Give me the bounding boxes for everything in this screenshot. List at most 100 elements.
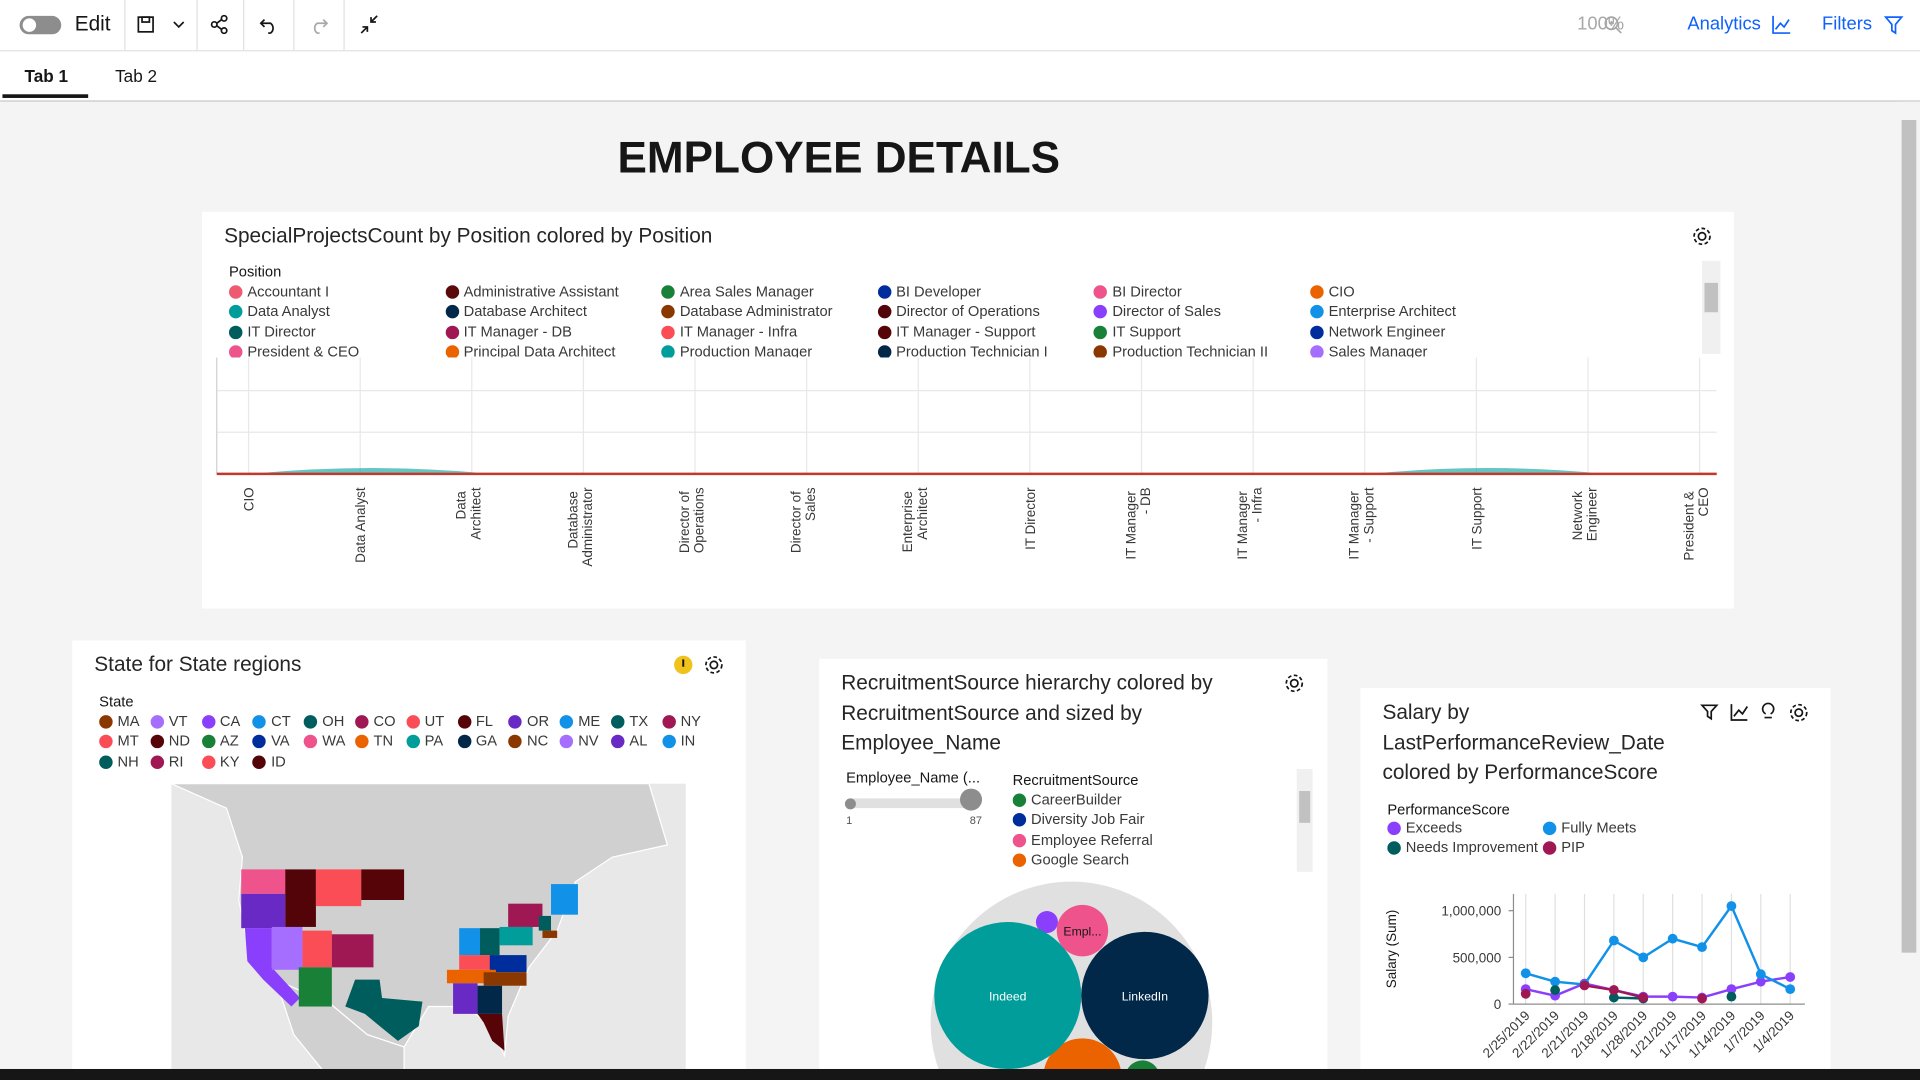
- state[interactable]: [508, 903, 543, 927]
- legend-item: Production Technician II: [1093, 342, 1269, 358]
- state[interactable]: [483, 972, 527, 986]
- legend-label: CA: [219, 712, 241, 730]
- state[interactable]: [459, 955, 496, 970]
- legend-scrollbar[interactable]: [1296, 768, 1313, 872]
- analytics-button[interactable]: Analytics: [1687, 13, 1761, 35]
- legend-label: PIP: [1561, 839, 1585, 857]
- slider-handle[interactable]: [844, 798, 856, 810]
- state[interactable]: [499, 926, 533, 946]
- save-menu[interactable]: [173, 21, 185, 29]
- legend-label: Production Technician II: [1112, 343, 1269, 358]
- scrollbar-thumb[interactable]: [1901, 120, 1917, 953]
- legend-label: CareerBuilder: [1031, 791, 1122, 809]
- legend-swatch: [1012, 833, 1027, 848]
- legend-swatch: [508, 735, 523, 749]
- legend-label: Administrative Assistant: [463, 282, 619, 300]
- legend-item: CareerBuilder: [1012, 790, 1122, 810]
- legend-item: MT: [99, 731, 139, 751]
- state[interactable]: [477, 985, 503, 1014]
- bubble[interactable]: [934, 922, 1082, 1069]
- state[interactable]: [542, 930, 558, 938]
- state[interactable]: [453, 983, 478, 1014]
- legend-swatch: [99, 715, 113, 729]
- panel-title: Salary by LastPerformanceReview_Date col…: [1382, 700, 1665, 784]
- legend-label: Sales Manager: [1328, 343, 1428, 358]
- legend-label: AL: [629, 732, 648, 750]
- data-point: [1667, 991, 1678, 1002]
- state[interactable]: [489, 955, 527, 973]
- data-point: [1550, 985, 1560, 995]
- state[interactable]: [315, 869, 362, 907]
- legend-item: IN: [662, 731, 695, 751]
- tab-bar: Tab 1 Tab 2: [0, 51, 1920, 102]
- x-tick-label: CIO: [241, 487, 256, 511]
- bubble[interactable]: [1081, 931, 1209, 1060]
- y-axis-label: Salary (Sum): [1384, 910, 1399, 988]
- state[interactable]: [345, 979, 423, 1041]
- state[interactable]: [285, 869, 316, 927]
- data-point: [1726, 984, 1737, 995]
- slider-handle[interactable]: [960, 788, 983, 811]
- legend-item: Data Analyst: [228, 302, 330, 322]
- filter-icon[interactable]: [1700, 704, 1719, 721]
- tab[interactable]: Tab 2: [115, 66, 158, 86]
- analytics-icon[interactable]: [1730, 704, 1749, 721]
- legend-swatch: [406, 735, 420, 749]
- legend-item: VT: [150, 711, 188, 731]
- legend-swatch: [99, 735, 113, 749]
- legend-label: Director of Sales: [1112, 302, 1221, 321]
- legend-item: BI Developer: [877, 282, 982, 302]
- state[interactable]: [241, 893, 286, 929]
- legend-label: Diversity Job Fair: [1031, 811, 1145, 829]
- legend-label: BI Developer: [896, 282, 982, 300]
- state[interactable]: [244, 928, 300, 1007]
- state[interactable]: [331, 934, 374, 968]
- filters-button[interactable]: Filters: [1822, 13, 1873, 35]
- collapse-icon[interactable]: [360, 15, 378, 34]
- legend-swatch: [1310, 345, 1324, 358]
- bubble[interactable]: [1035, 911, 1058, 934]
- y-tick-label: 1,000,000: [1441, 904, 1501, 919]
- settings-icon[interactable]: [1789, 703, 1808, 722]
- screen-edge: [0, 1068, 1920, 1080]
- zoom-icon[interactable]: [1604, 16, 1622, 34]
- state[interactable]: [241, 869, 287, 894]
- state[interactable]: [551, 884, 578, 915]
- x-tick-label: Director of Operations: [677, 487, 707, 553]
- bubble[interactable]: [1056, 904, 1109, 957]
- share-icon[interactable]: [210, 14, 228, 35]
- settings-icon[interactable]: [1285, 674, 1304, 693]
- legend-label: NY: [680, 712, 701, 730]
- state[interactable]: [459, 928, 480, 956]
- state[interactable]: [477, 1013, 505, 1051]
- tab[interactable]: Tab 1: [24, 66, 68, 86]
- settings-icon[interactable]: [705, 656, 723, 674]
- legend-label: Data Analyst: [247, 302, 330, 321]
- undo-icon[interactable]: [259, 18, 274, 34]
- state[interactable]: [271, 926, 303, 970]
- state[interactable]: [298, 967, 332, 1007]
- insight-icon[interactable]: [1761, 702, 1775, 719]
- scrollbar[interactable]: [1897, 101, 1920, 1069]
- legend-scrollbar[interactable]: [1702, 260, 1721, 354]
- settings-icon[interactable]: [1693, 227, 1711, 246]
- state[interactable]: [480, 928, 500, 956]
- legend-label: NC: [527, 732, 549, 750]
- map: [171, 783, 686, 1080]
- state[interactable]: [361, 869, 405, 900]
- legend-scrollbar-thumb[interactable]: [1299, 791, 1311, 823]
- legend-swatch: [445, 285, 459, 299]
- legend-label: TN: [373, 732, 394, 750]
- x-tick-label: IT Manager - Infra: [1235, 487, 1265, 560]
- legend-scrollbar-thumb[interactable]: [1704, 282, 1718, 313]
- state[interactable]: [302, 930, 332, 968]
- save-icon[interactable]: [137, 16, 154, 33]
- data-point: [1755, 969, 1766, 980]
- redo-icon[interactable]: [313, 18, 329, 34]
- legend-label: Needs Improvement: [1405, 839, 1539, 857]
- state[interactable]: [538, 915, 552, 931]
- legend-item: TX: [611, 711, 648, 731]
- analytics-icon: [1772, 15, 1791, 34]
- legend-swatch: [877, 285, 892, 299]
- data-point: [1726, 991, 1737, 1002]
